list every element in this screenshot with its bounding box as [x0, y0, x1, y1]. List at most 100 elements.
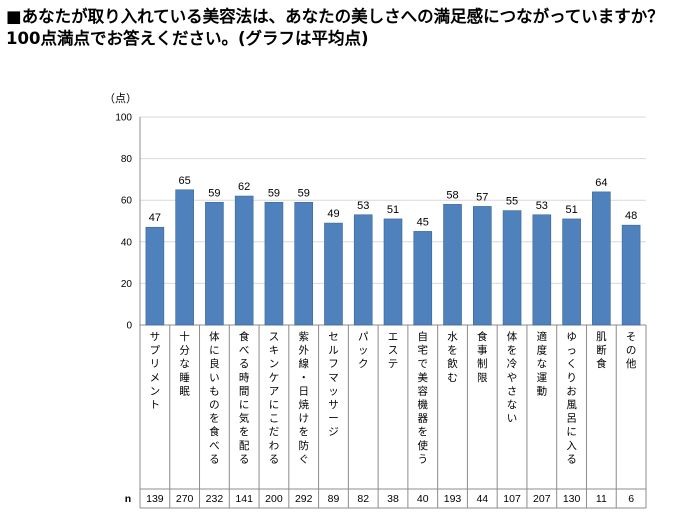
svg-text:限: 限 — [477, 372, 488, 384]
svg-text:る: る — [239, 358, 250, 370]
bar — [294, 201, 314, 326]
svg-text:ン: ン — [150, 385, 161, 397]
data-label: 53 — [536, 200, 548, 212]
svg-text:セ: セ — [328, 331, 339, 343]
svg-text:ッ: ッ — [358, 345, 369, 357]
svg-text:体: 体 — [209, 331, 220, 343]
y-tick-label: 100 — [115, 113, 132, 124]
data-labels: 47 65 59 62 59 59 49 53 51 45 58 57 55 53 51 64 48 — [149, 175, 637, 229]
svg-text:ア: ア — [269, 385, 280, 397]
svg-text:を: を — [298, 426, 309, 438]
svg-text:自: 自 — [418, 330, 429, 343]
svg-text:を: を — [447, 345, 458, 357]
svg-text:だ: だ — [269, 426, 280, 438]
svg-text:や: や — [507, 372, 518, 384]
svg-text:け: け — [298, 413, 309, 425]
svg-text:眠: 眠 — [179, 385, 190, 397]
svg-text:良: 良 — [209, 357, 220, 370]
n-value: 193 — [444, 493, 462, 505]
svg-text:で: で — [418, 358, 429, 370]
svg-text:時: 時 — [239, 372, 250, 384]
category-label: 肌断食 — [596, 331, 607, 370]
data-label: 57 — [476, 191, 488, 203]
svg-text:十: 十 — [179, 330, 190, 343]
svg-text:を: を — [507, 345, 518, 357]
svg-text:度: 度 — [537, 344, 548, 357]
bar — [472, 206, 492, 326]
svg-text:に: に — [566, 426, 577, 438]
svg-text:間: 間 — [239, 385, 250, 397]
svg-text:に: に — [239, 399, 250, 411]
svg-text:・: ・ — [298, 372, 309, 384]
svg-text:機: 機 — [418, 398, 429, 411]
svg-text:る: る — [566, 453, 577, 465]
data-label: 62 — [238, 181, 250, 193]
svg-text:の: の — [626, 345, 637, 357]
svg-text:エ: エ — [388, 331, 399, 343]
n-value: 130 — [563, 493, 581, 505]
svg-text:う: う — [418, 453, 429, 465]
svg-text:焼: 焼 — [298, 399, 309, 411]
data-label: 47 — [149, 212, 161, 224]
n-value: 232 — [206, 493, 224, 505]
svg-text:食: 食 — [209, 425, 220, 438]
svg-text:わ: わ — [269, 440, 280, 452]
data-label: 51 — [565, 204, 577, 216]
svg-text:パ: パ — [358, 331, 369, 343]
data-label: 59 — [208, 187, 220, 199]
svg-text:入: 入 — [566, 440, 577, 452]
svg-text:ケ: ケ — [269, 372, 280, 384]
svg-text:テ: テ — [388, 358, 399, 370]
svg-text:体: 体 — [507, 331, 518, 343]
svg-text:ト: ト — [150, 399, 161, 411]
category-label: パック — [358, 331, 369, 370]
n-value: 200 — [265, 493, 283, 505]
svg-text:べ: べ — [239, 345, 250, 357]
svg-text:り: り — [566, 372, 577, 384]
svg-text:使: 使 — [418, 439, 429, 452]
svg-text:い: い — [209, 372, 220, 384]
svg-text:を: を — [209, 413, 220, 425]
svg-text:に: に — [209, 345, 220, 357]
svg-text:ル: ル — [328, 345, 339, 357]
svg-text:運: 運 — [537, 372, 548, 384]
n-value: 270 — [176, 493, 194, 505]
svg-text:る: る — [209, 453, 220, 465]
svg-text:線: 線 — [298, 357, 309, 370]
bar — [264, 201, 284, 326]
svg-text:そ: そ — [626, 331, 637, 343]
svg-text:ジ: ジ — [328, 426, 339, 438]
svg-text:ゆ: ゆ — [566, 331, 577, 343]
svg-text:ク: ク — [358, 358, 369, 370]
data-label: 49 — [327, 208, 339, 220]
bar — [383, 218, 403, 326]
svg-text:な: な — [507, 399, 518, 411]
svg-text:飲: 飲 — [447, 357, 458, 370]
bar — [621, 224, 641, 326]
svg-text:呂: 呂 — [566, 413, 577, 425]
category-label: エステ — [388, 331, 399, 370]
svg-text:ン: ン — [269, 358, 280, 370]
y-tick-label: 40 — [121, 237, 133, 248]
bar — [562, 218, 581, 326]
svg-text:こ: こ — [269, 413, 280, 425]
svg-text:断: 断 — [596, 344, 607, 357]
y-axis-unit-label: （点） — [104, 92, 137, 105]
n-value: 292 — [295, 493, 313, 505]
data-label: 65 — [179, 175, 191, 187]
plot-frame — [139, 117, 647, 509]
svg-text:お: お — [566, 385, 577, 397]
n-value: 38 — [387, 493, 399, 505]
svg-text:な: な — [537, 358, 548, 370]
bar — [205, 201, 224, 326]
svg-text:水: 水 — [447, 331, 458, 343]
svg-text:動: 動 — [537, 384, 548, 397]
n-value: 82 — [357, 493, 369, 505]
y-tick-label: 80 — [121, 154, 133, 165]
